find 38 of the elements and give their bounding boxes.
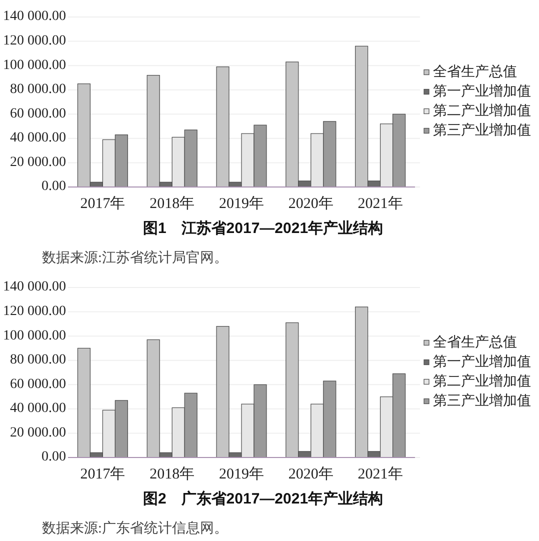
legend-label: 第二产业增加值 xyxy=(433,373,531,390)
x-tick-label: 2020年 xyxy=(288,466,334,482)
text: 图2 广东省2017—2021年产业结构 xyxy=(142,490,384,508)
x-tick-label: 2018年 xyxy=(150,466,195,482)
text: 图1 江苏省2017—2021年产业结构 xyxy=(142,220,384,237)
y-tick-label: 120 000.00 xyxy=(3,304,66,320)
legend-label: 第二产业增加值 xyxy=(433,102,531,119)
y-tick-label: 0.00 xyxy=(42,450,66,465)
y-tick-label: 20 000.00 xyxy=(10,154,66,170)
legend-label: 第一产业增加值 xyxy=(433,354,531,370)
y-tick-label: 40 000.00 xyxy=(10,401,66,416)
legend-label: 全省生产总值 xyxy=(433,334,517,350)
y-tick-label: 80 000.00 xyxy=(10,82,66,98)
source-note: 数据来源:广东省统计信息网。 xyxy=(42,520,228,536)
x-tick-label: 2019年 xyxy=(219,195,264,212)
x-tick-label: 2017年 xyxy=(80,195,126,212)
y-tick-label: 60 000.00 xyxy=(10,376,66,392)
source-note: 数据来源:江苏省统计局官网。 xyxy=(42,250,228,266)
x-tick-label: 2018年 xyxy=(150,195,195,212)
y-tick-label: 80 000.00 xyxy=(10,352,66,368)
legend-label: 第一产业增加值 xyxy=(433,83,531,100)
legend-label: 第三产业增加值 xyxy=(433,122,531,138)
y-tick-label: 140 000.00 xyxy=(3,280,66,295)
y-tick-label: 60 000.00 xyxy=(10,106,66,122)
y-tick-label: 140 000.00 xyxy=(3,9,66,24)
legend-label: 第三产业增加值 xyxy=(433,392,531,409)
y-tick-label: 20 000.00 xyxy=(10,425,66,440)
y-tick-label: 100 000.00 xyxy=(3,58,66,73)
y-tick-label: 100 000.00 xyxy=(3,328,66,344)
x-tick-label: 2019年 xyxy=(219,466,264,482)
x-tick-label: 2021年 xyxy=(358,466,403,482)
y-tick-label: 0.00 xyxy=(42,179,66,194)
x-tick-label: 2017年 xyxy=(80,466,126,482)
y-tick-label: 120 000.00 xyxy=(3,34,66,49)
y-tick-label: 40 000.00 xyxy=(10,130,66,146)
legend-label: 全省生产总值 xyxy=(433,64,517,80)
x-tick-label: 2020年 xyxy=(288,195,334,212)
x-tick-label: 2021年 xyxy=(358,195,403,212)
